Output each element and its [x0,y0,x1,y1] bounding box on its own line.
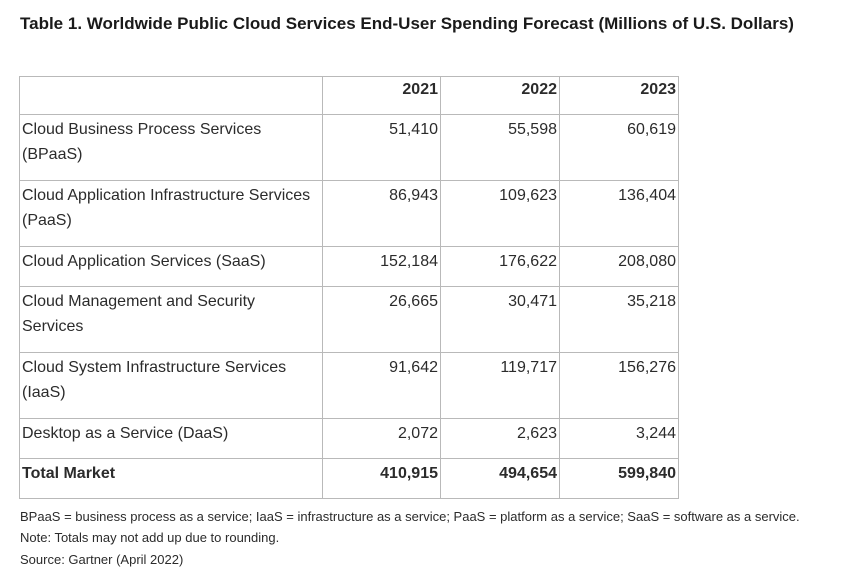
total-2023: 599,840 [559,458,679,499]
total-2022: 494,654 [440,458,560,499]
header-label-cell [19,76,323,115]
table-row: Cloud Application Services (SaaS) 152,18… [19,246,679,287]
spending-forecast-table: 2021 2022 2023 Cloud Business Process Se… [19,76,679,499]
value-2023: 3,244 [559,418,679,459]
value-2022: 176,622 [440,246,560,287]
value-2021: 86,943 [322,180,441,247]
value-2023: 208,080 [559,246,679,287]
value-2023: 136,404 [559,180,679,247]
header-year-2022: 2022 [440,76,560,115]
footnote: BPaaS = business process as a service; I… [20,509,800,545]
row-label: Cloud Business Process Services (BPaaS) [19,114,323,181]
table-header-row: 2021 2022 2023 [19,76,679,115]
value-2021: 51,410 [322,114,441,181]
value-2021: 2,072 [322,418,441,459]
value-2022: 119,717 [440,352,560,419]
value-2021: 152,184 [322,246,441,287]
row-label: Cloud Application Infrastructure Service… [19,180,323,247]
header-year-2023: 2023 [559,76,679,115]
value-2023: 60,619 [559,114,679,181]
table-row: Cloud Application Infrastructure Service… [19,180,679,247]
value-2022: 2,623 [440,418,560,459]
value-2022: 30,471 [440,286,560,353]
value-2022: 109,623 [440,180,560,247]
row-label: Cloud Management and Security Services [19,286,323,353]
table-row: Cloud Business Process Services (BPaaS) … [19,114,679,181]
value-2021: 91,642 [322,352,441,419]
row-label: Cloud Application Services (SaaS) [19,246,323,287]
value-2022: 55,598 [440,114,560,181]
total-row: Total Market 410,915 494,654 599,840 [19,458,679,499]
value-2023: 156,276 [559,352,679,419]
value-2023: 35,218 [559,286,679,353]
value-2021: 26,665 [322,286,441,353]
table-row: Cloud Management and Security Services 2… [19,286,679,353]
total-2021: 410,915 [322,458,441,499]
table-row: Cloud System Infrastructure Services (Ia… [19,352,679,419]
source-line: Source: Gartner (April 2022) [20,552,184,567]
row-label: Cloud System Infrastructure Services (Ia… [19,352,323,419]
table-title: Table 1. Worldwide Public Cloud Services… [20,14,794,33]
total-label: Total Market [19,458,323,499]
header-year-2021: 2021 [322,76,441,115]
table-row: Desktop as a Service (DaaS) 2,072 2,623 … [19,418,679,459]
row-label: Desktop as a Service (DaaS) [19,418,323,459]
